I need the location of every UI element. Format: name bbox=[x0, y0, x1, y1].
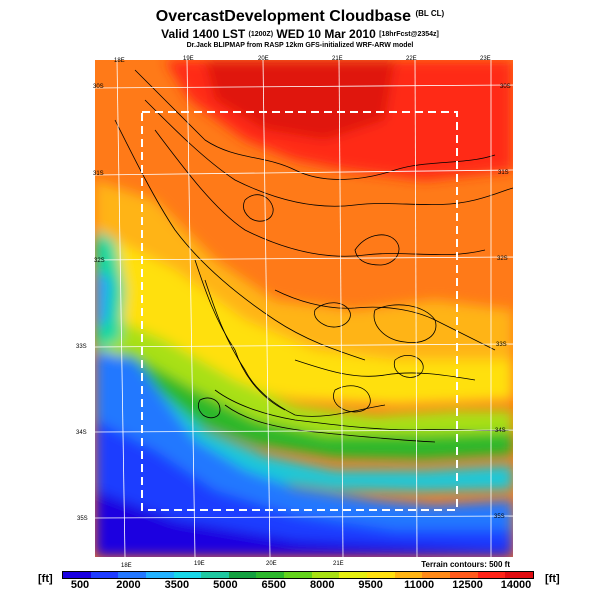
graticule bbox=[95, 60, 513, 557]
model-description: Dr.Jack BLIPMAP from RASP 12km GFS-initi… bbox=[186, 42, 414, 49]
colorbar-label: 11000 bbox=[404, 579, 435, 591]
cloudbase-map[interactable] bbox=[95, 60, 513, 557]
lon-label-bottom-2: 19E bbox=[194, 561, 205, 567]
colorbar-swatch bbox=[367, 572, 395, 578]
colorbar-unit-right: [ft] bbox=[545, 573, 560, 585]
colorbar-swatch bbox=[256, 572, 285, 578]
colorbar-swatch bbox=[284, 572, 312, 578]
colorbar-label: 6500 bbox=[261, 579, 287, 591]
colorbar-swatch bbox=[477, 572, 506, 578]
terrain-contour-note: Terrain contours: 500 ft bbox=[421, 560, 510, 569]
colorbar-swatch bbox=[145, 572, 174, 578]
lat-label-left-1: 30S bbox=[93, 84, 104, 90]
lat-label-left-4: 33S bbox=[76, 344, 87, 350]
lat-label-left-2: 31S bbox=[93, 171, 104, 177]
colorbar-swatch bbox=[228, 572, 257, 578]
title-suffix: (BL CL) bbox=[415, 9, 445, 18]
colorbar-swatch bbox=[311, 572, 340, 578]
colorbar-swatch bbox=[90, 572, 119, 578]
lat-label-left-6: 35S bbox=[77, 516, 88, 522]
valid-time-line: Valid 1400 LST (1200Z) WED 10 Mar 2010 [… bbox=[161, 27, 439, 41]
lon-label-top-4: 21E bbox=[332, 56, 343, 62]
lon-label-top-1: 18E bbox=[114, 58, 125, 64]
colorbar-label: 3500 bbox=[164, 579, 190, 591]
colorbar bbox=[62, 571, 534, 579]
lon-label-bottom-4: 21E bbox=[333, 561, 344, 567]
lon-label-top-2: 19E bbox=[183, 56, 194, 62]
inner-domain-boundary bbox=[141, 111, 458, 511]
colorbar-swatch bbox=[173, 572, 202, 578]
lon-label-top-6: 23E bbox=[480, 56, 491, 62]
colorbar-swatch bbox=[339, 572, 368, 578]
lat-label-right-2: 31S bbox=[498, 170, 509, 176]
map-title: OvercastDevelopment Cloudbase (BL CL) bbox=[155, 8, 445, 25]
colorbar-label: 5000 bbox=[213, 579, 238, 591]
lat-label-right-1: 30S bbox=[500, 84, 511, 90]
colorbar-label: 500 bbox=[70, 579, 90, 591]
lat-label-right-4: 33S bbox=[496, 342, 507, 348]
cloudbase-field bbox=[95, 60, 513, 557]
lat-label-right-5: 34S bbox=[495, 428, 506, 434]
colorbar-swatch bbox=[449, 572, 478, 578]
colorbar-label: 14000 bbox=[500, 579, 532, 591]
colorbar-label: 8000 bbox=[309, 579, 335, 591]
colorbar-swatch bbox=[201, 572, 229, 578]
colorbar-swatch bbox=[422, 572, 450, 578]
colorbar-swatch bbox=[63, 572, 91, 578]
lat-label-left-3: 32S bbox=[94, 258, 105, 264]
lat-label-right-6: 35S bbox=[494, 514, 505, 520]
colorbar-labels: 500 2000 3500 5000 6500 8000 9500 11000 12500 140… bbox=[62, 579, 534, 593]
colorbar-swatch bbox=[505, 572, 533, 578]
lat-label-right-3: 32S bbox=[497, 256, 508, 262]
lat-label-left-5: 34S bbox=[76, 430, 87, 436]
colorbar-unit-left: [ft] bbox=[38, 573, 53, 585]
lon-label-top-3: 20E bbox=[258, 56, 269, 62]
colorbar-swatch bbox=[394, 572, 423, 578]
colorbar-label: 9500 bbox=[358, 579, 383, 591]
terrain-contours bbox=[114, 69, 513, 443]
lon-label-bottom-1: 18E bbox=[121, 563, 132, 569]
lon-label-bottom-3: 20E bbox=[266, 561, 277, 567]
colorbar-label: 2000 bbox=[116, 579, 141, 591]
lon-label-top-5: 22E bbox=[406, 56, 417, 62]
colorbar-label: 12500 bbox=[452, 579, 483, 591]
colorbar-swatch bbox=[118, 572, 146, 578]
